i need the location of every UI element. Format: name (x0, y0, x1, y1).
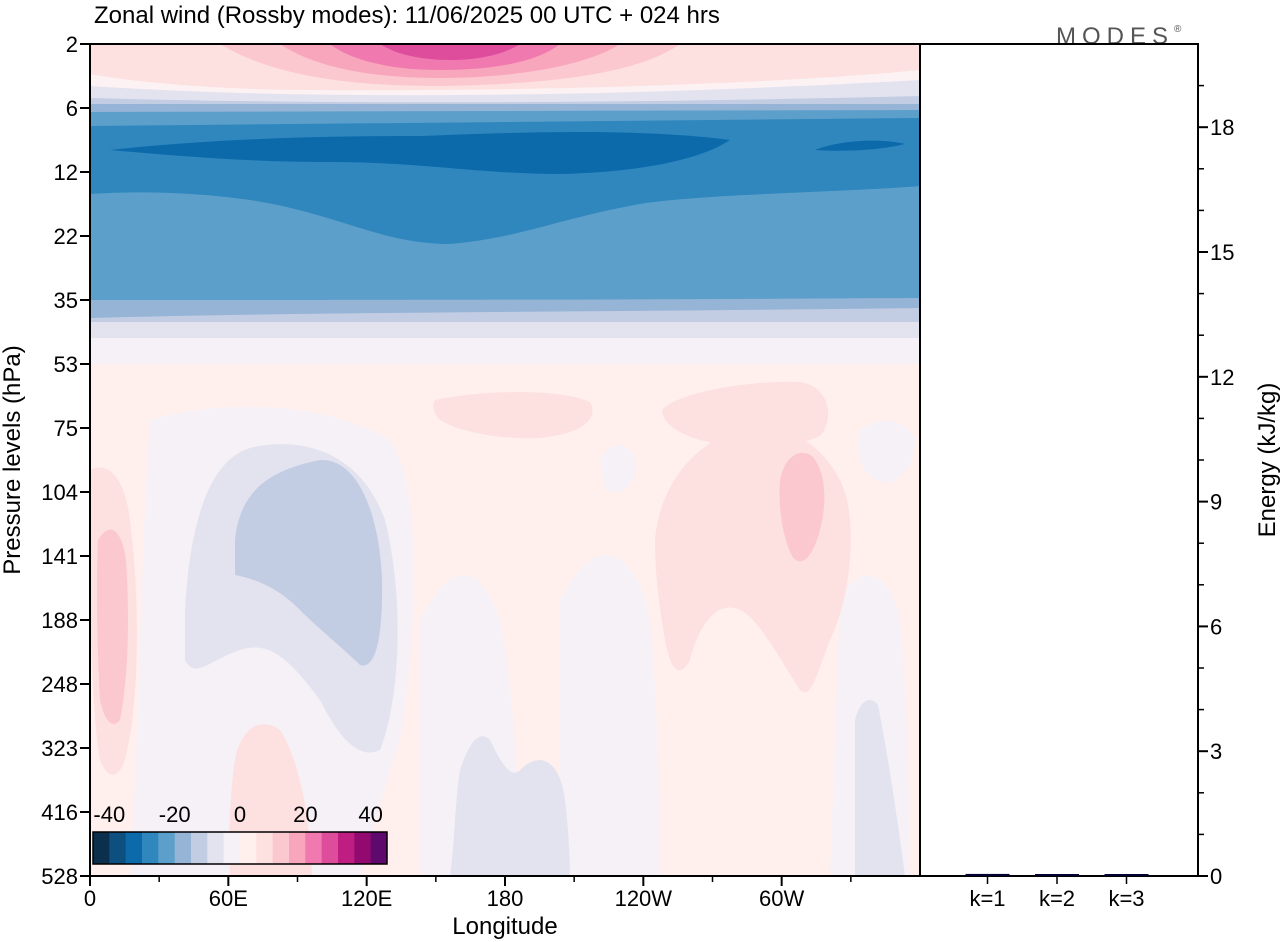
trop-zero-f (858, 420, 915, 483)
x-tick-label: 0 (84, 886, 96, 911)
x-tick-label: 180 (487, 886, 524, 911)
energy-tick-label: 15 (1210, 240, 1234, 265)
y-axis-ticks: 2 6 12 22 35 53 75 104 141 188 248 323 416 528 (41, 32, 90, 889)
trop-pos-b (433, 392, 593, 439)
trop-pos-c2 (662, 381, 829, 448)
y-tick-label: 528 (41, 864, 78, 889)
y-tick-label: 248 (41, 672, 78, 697)
colorbar-swatch (125, 832, 143, 864)
modes-logo: MODES® (1056, 23, 1187, 50)
energy-category-label: k=3 (1108, 886, 1144, 911)
x-tick-label: 60E (209, 886, 248, 911)
trop-neg3 (450, 736, 570, 876)
y-tick-label: 416 (41, 800, 78, 825)
energy-tick-label: 6 (1210, 614, 1222, 639)
colorbar-swatch (240, 832, 257, 864)
x-tick-label: 120W (615, 886, 673, 911)
trop-neg4 (855, 700, 905, 876)
heatmap-field (90, 44, 920, 876)
colorbar-swatch (207, 832, 225, 864)
colorbar-tick-label: -20 (159, 802, 191, 827)
energy-category-label: k=2 (1039, 886, 1075, 911)
y-tick-label: 104 (41, 480, 78, 505)
energy-axis-ticks: 0 3 6 9 12 15 18 (1198, 84, 1234, 889)
trop-neg2 (235, 459, 383, 666)
y-tick-label: 35 (54, 288, 78, 313)
energy-bar (1035, 874, 1079, 876)
energy-bar (965, 873, 1010, 876)
x-axis-ticks: 0 60E 120E 180 120W 60W (84, 876, 852, 911)
band-neg7 (110, 132, 730, 174)
energy-tick-label: 12 (1210, 365, 1234, 390)
x-tick-label: 60W (759, 886, 804, 911)
y-tick-label: 22 (54, 224, 78, 249)
modes-logo-mark: ® (1174, 24, 1187, 35)
colorbar-swatch (256, 832, 274, 864)
band-neg7b (815, 140, 905, 151)
colorbar-tick-label: 0 (234, 802, 246, 827)
modes-logo-text: MODES (1056, 23, 1174, 50)
band-053 (90, 338, 920, 364)
energy-tick-label: 0 (1210, 864, 1222, 889)
x-tick-label: 120E (341, 886, 392, 911)
colorbar-swatch (174, 832, 192, 864)
colorbar-swatch (370, 832, 388, 864)
y-tick-label: 2 (66, 32, 78, 57)
colorbar-tick-label: 40 (358, 802, 382, 827)
y-tick-label: 75 (54, 416, 78, 441)
colorbar-swatch (354, 832, 372, 864)
energy-categories: k=1 k=2 k=3 (969, 876, 1145, 911)
colorbar: -40 -20 0 20 40 (92, 802, 388, 865)
energy-category-label: k=1 (969, 886, 1005, 911)
y-tick-label: 53 (54, 352, 78, 377)
y-tick-label: 12 (54, 160, 78, 185)
y-axis-label: Pressure levels (hPa) (0, 345, 26, 574)
colorbar-swatch (142, 832, 159, 864)
colorbar-swatch (305, 832, 323, 864)
colorbar-swatch (272, 832, 290, 864)
y-tick-label: 6 (66, 96, 78, 121)
energy-bar (1104, 874, 1149, 876)
colorbar-swatch (289, 832, 306, 864)
colorbar-swatch (223, 832, 241, 864)
energy-tick-label: 9 (1210, 490, 1222, 515)
y-tick-label: 141 (41, 544, 78, 569)
colorbar-swatch (338, 832, 355, 864)
energy-bars (965, 873, 1149, 876)
colorbar-tick-label: 20 (293, 802, 317, 827)
trop-zero-c (560, 555, 660, 876)
chart-title: Zonal wind (Rossby modes): 11/06/2025 00… (94, 2, 720, 29)
y-tick-label: 323 (41, 736, 78, 761)
x-axis-label: Longitude (452, 913, 557, 940)
energy-tick-label: 18 (1210, 115, 1234, 140)
colorbar-swatch (321, 832, 339, 864)
trop-zero-d (600, 445, 636, 493)
colorbar-swatch (158, 832, 176, 864)
colorbar-swatch (93, 832, 110, 864)
colorbar-swatch (191, 832, 208, 864)
trop-pos-a2 (96, 529, 128, 724)
y-tick-label: 188 (41, 608, 78, 633)
trop-pos-c3 (779, 452, 825, 562)
energy-axis-label: Energy (kJ/kg) (1254, 383, 1280, 538)
energy-tick-label: 3 (1210, 739, 1222, 764)
colorbar-swatch (109, 832, 127, 864)
colorbar-frame (92, 831, 388, 865)
colorbar-tick-label: -40 (93, 802, 125, 827)
band-top-pos5 (380, 44, 520, 60)
energy-panel-frame (919, 43, 1199, 877)
